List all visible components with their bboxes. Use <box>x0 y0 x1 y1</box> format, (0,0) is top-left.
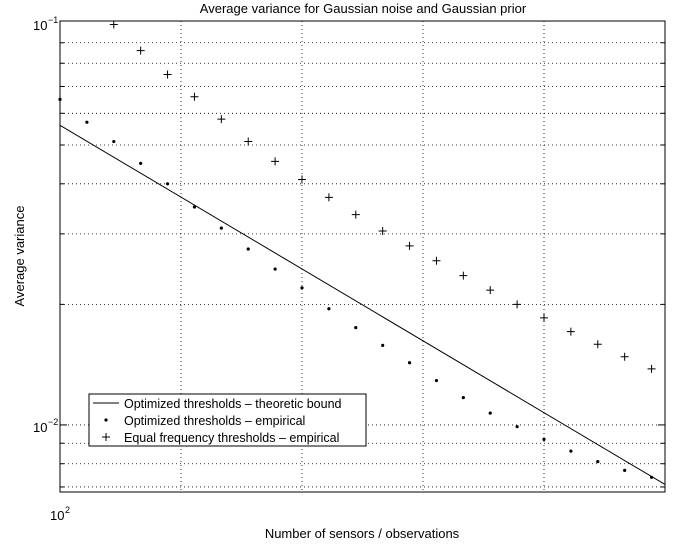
optimized-empirical-point <box>139 161 143 165</box>
legend-plus-marker <box>102 433 110 441</box>
optimized-empirical-point <box>112 139 116 144</box>
equal-frequency-point <box>647 364 656 373</box>
equal-frequency-point <box>217 115 226 124</box>
optimized-empirical-point <box>488 411 492 415</box>
optimized-empirical-point <box>515 425 519 429</box>
optimized-empirical-point <box>300 286 304 290</box>
equal-frequency-point <box>351 210 360 219</box>
optimized-empirical-point <box>165 182 170 186</box>
y-tick-label-base: 10 <box>33 420 47 435</box>
equal-frequency-point <box>324 193 333 202</box>
equal-frequency-point <box>163 70 172 79</box>
chart-title: Average variance for Gaussian noise and … <box>200 1 527 16</box>
equal-frequency-point <box>190 92 199 101</box>
equal-frequency-point <box>486 286 495 295</box>
optimized-empirical-point <box>381 343 385 347</box>
equal-frequency-point <box>136 46 145 55</box>
optimized-empirical-point <box>434 379 439 383</box>
equal-frequency-point <box>271 157 280 166</box>
optimized-empirical-point <box>623 468 627 472</box>
legend-box <box>88 393 367 447</box>
optimized-empirical-point <box>461 396 465 400</box>
x-tick-label-base: 10 <box>50 508 64 523</box>
legend-dot-marker <box>104 418 108 422</box>
y-tick-label-middle: 10 −2 <box>33 417 58 435</box>
equal-frequency-point <box>620 352 629 361</box>
equal-frequency-point <box>432 256 441 265</box>
optimized-empirical-point <box>85 120 89 124</box>
equal-frequency-point <box>244 137 253 146</box>
equal-frequency-point <box>109 20 118 29</box>
equal-frequency-point <box>513 300 522 309</box>
optimized-empirical-point <box>649 475 654 479</box>
legend-label-theoretic: Optimized thresholds – theoretic bound <box>124 397 342 411</box>
x-tick-label-exponent: 2 <box>65 505 70 515</box>
plot-content <box>58 20 666 485</box>
y-axis-label: Average variance <box>12 206 27 307</box>
plot-frame <box>59 20 666 493</box>
x-tick-label-first: 10 2 <box>50 505 70 523</box>
optimized-empirical-point <box>327 307 331 311</box>
y-tick-label-exponent: −2 <box>48 417 58 427</box>
optimized-empirical-point <box>569 449 573 453</box>
equal-frequency-point <box>566 327 575 336</box>
y-tick-label-exponent: −1 <box>48 15 58 25</box>
optimized-empirical-point <box>273 267 277 271</box>
equal-frequency-point <box>405 241 414 250</box>
equal-frequency-point <box>378 226 387 235</box>
legend: Optimized thresholds – theoretic bound O… <box>88 393 367 447</box>
equal-frequency-point <box>298 175 306 184</box>
y-tick-label-base: 10 <box>33 18 47 33</box>
optimized-empirical-point <box>192 205 197 209</box>
optimized-empirical-point <box>246 247 250 251</box>
equal-frequency-point <box>593 340 602 349</box>
optimized-empirical-point <box>219 226 223 230</box>
optimized-empirical-point <box>354 325 358 330</box>
optimized-empirical-point <box>596 459 600 464</box>
x-axis-label: Number of sensors / observations <box>265 526 460 541</box>
equal-frequency-point <box>459 271 468 280</box>
legend-label-optimized-empirical: Optimized thresholds – empirical <box>124 414 305 428</box>
optimized-empirical-point <box>542 437 546 442</box>
optimized-empirical-point <box>407 361 412 365</box>
legend-label-equal-frequency: Equal frequency thresholds – empirical <box>124 431 339 445</box>
theoretic-bound-line <box>59 124 666 485</box>
y-tick-label-top: 10 −1 <box>33 15 58 33</box>
equal-frequency-point <box>540 313 548 322</box>
